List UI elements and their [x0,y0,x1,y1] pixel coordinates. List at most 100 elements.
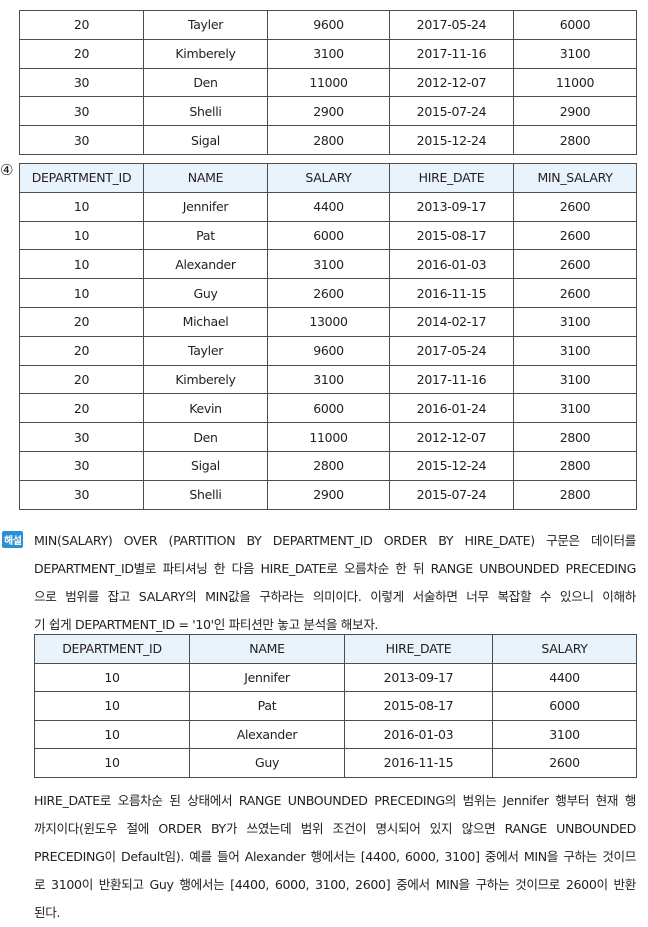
table-cell: Pat [189,691,345,721]
table-cell: 3100 [267,364,390,395]
table-cell: 3100 [267,249,390,280]
text-line: HIRE_DATE로 오름차순 된 상태에서 RANGE UNBOUNDED P… [34,793,636,808]
table-cell: Sigal [143,125,268,155]
table-cell: 2900 [513,96,637,127]
table-row: 10 Alexander 3100 2016-01-03 2600 [19,249,637,280]
table-body: 10 Jennifer 2013-09-17 4400 10 Pat 2015-… [34,662,637,778]
table-row: 10 Guy 2600 2016-11-15 2600 [19,278,637,308]
table-cell: 20 [19,38,144,69]
table-cell: 2900 [267,96,390,127]
table-row: 30 Shelli 2900 2015-07-24 2900 [19,96,637,127]
table-cell: 9600 [267,10,390,40]
table-cell: 10 [34,662,190,692]
table-row: 30 Shelli 2900 2015-07-24 2800 [19,479,637,510]
table-cell: 2017-05-24 [389,10,514,40]
table-row: 10 Jennifer 2013-09-17 4400 [34,662,637,692]
table-cell: 2012-12-07 [389,67,514,98]
table-cell: 2600 [513,278,637,308]
table-cell: 2800 [513,422,637,452]
table-cell: Jennifer [143,191,268,222]
table-cell: 20 [19,10,144,40]
table-cell: 2016-01-24 [389,393,514,424]
table-cell: 9600 [267,335,390,366]
table-cell: Michael [143,306,268,337]
table-cell: 2016-11-15 [389,278,514,308]
table-cell: 10 [19,191,144,222]
table-cell: 10 [34,691,190,721]
table-row: 30 Den 11000 2012-12-07 2800 [19,422,637,452]
table-cell: 6000 [492,691,637,721]
table-cell: 2600 [492,748,637,778]
column-header: MIN_SALARY [513,163,637,193]
column-header: NAME [189,634,345,664]
table-cell: 10 [19,220,144,251]
table-cell: 2016-11-15 [344,748,493,778]
table-cell: 2016-01-03 [344,719,493,749]
table-row: 20 Kevin 6000 2016-01-24 3100 [19,393,637,424]
table-cell: Shelli [143,479,268,510]
table-cell: Kimberely [143,38,268,69]
table-row: 20 Tayler 9600 2017-05-24 6000 [19,10,637,40]
table-cell: 20 [19,364,144,395]
column-header: NAME [143,163,268,193]
table-cell: 2015-12-24 [389,450,514,481]
table-cell: 20 [19,306,144,337]
table-cell: 4400 [267,191,390,222]
table-cell: 2012-12-07 [389,422,514,452]
table-cell: 3100 [267,38,390,69]
table-row: 10 Pat 6000 2015-08-17 2600 [19,220,637,251]
table-cell: 11000 [513,67,637,98]
table-row: 20 Michael 13000 2014-02-17 3100 [19,306,637,337]
table-cell: 2013-09-17 [389,191,514,222]
table-cell: Kimberely [143,364,268,395]
table-row: 10 Jennifer 4400 2013-09-17 2600 [19,191,637,222]
table-cell: 30 [19,450,144,481]
table-cell: 6000 [513,10,637,40]
table-cell: Tayler [143,10,268,40]
column-header: DEPARTMENT_ID [19,163,144,193]
table-body: 10 Jennifer 4400 2013-09-17 2600 10 Pat … [19,191,637,510]
table-cell: 2014-02-17 [389,306,514,337]
table-row: 10 Pat 2015-08-17 6000 [34,691,637,721]
table-row: 20 Tayler 9600 2017-05-24 3100 [19,335,637,366]
table-cell: 2600 [267,278,390,308]
table-cell: 30 [19,479,144,510]
table-cell: Shelli [143,96,268,127]
text-line: 된다. [34,905,61,920]
table-cell: 6000 [267,220,390,251]
text-line: MIN(SALARY) OVER (PARTITION BY DEPARTMEN… [34,533,636,548]
table-cell: 2600 [513,220,637,251]
table-cell: 2015-12-24 [389,125,514,155]
table-header: DEPARTMENT_ID NAME SALARY HIRE_DATE MIN_… [19,163,637,193]
table-cell: 10 [19,278,144,308]
table-cell: Jennifer [189,662,345,692]
table-cell: 3100 [513,335,637,366]
column-header: HIRE_DATE [344,634,493,664]
table-row: 30 Den 11000 2012-12-07 11000 [19,67,637,98]
table-cell: 3100 [513,306,637,337]
table-cell: 6000 [267,393,390,424]
table-body: 20 Tayler 9600 2017-05-24 6000 20 Kimber… [19,10,637,155]
table-cell: 2600 [513,249,637,280]
table-cell: Pat [143,220,268,251]
table-cell: 2800 [513,125,637,155]
table-cell: 30 [19,96,144,127]
text-line: 까지이다(윈도우 절에 ORDER BY가 쓰였는데 범위 조건이 명시되어 있… [34,821,636,836]
table-cell: Den [143,422,268,452]
option-4-table: DEPARTMENT_ID NAME SALARY HIRE_DATE MIN_… [19,163,637,510]
table-cell: Guy [189,748,345,778]
table-cell: 2015-07-24 [389,96,514,127]
text-line: 기 쉽게 DEPARTMENT_ID = '10'인 파티션만 놓고 분석을 해… [34,617,379,632]
text-line: PRECEDING이 Default임). 예를 들어 Alexander 행에… [34,849,636,864]
table-cell: Kevin [143,393,268,424]
table-cell: 30 [19,125,144,155]
table-header: DEPARTMENT_ID NAME HIRE_DATE SALARY [34,634,637,664]
table-cell: 30 [19,67,144,98]
explanation-paragraph-2: HIRE_DATE로 오름차순 된 상태에서 RANGE UNBOUNDED P… [34,787,636,927]
table-cell: Sigal [143,450,268,481]
column-header: SALARY [267,163,390,193]
table-cell: Guy [143,278,268,308]
table-cell: 2600 [513,191,637,222]
header-row: DEPARTMENT_ID NAME SALARY HIRE_DATE MIN_… [19,163,637,193]
table-cell: 10 [34,719,190,749]
